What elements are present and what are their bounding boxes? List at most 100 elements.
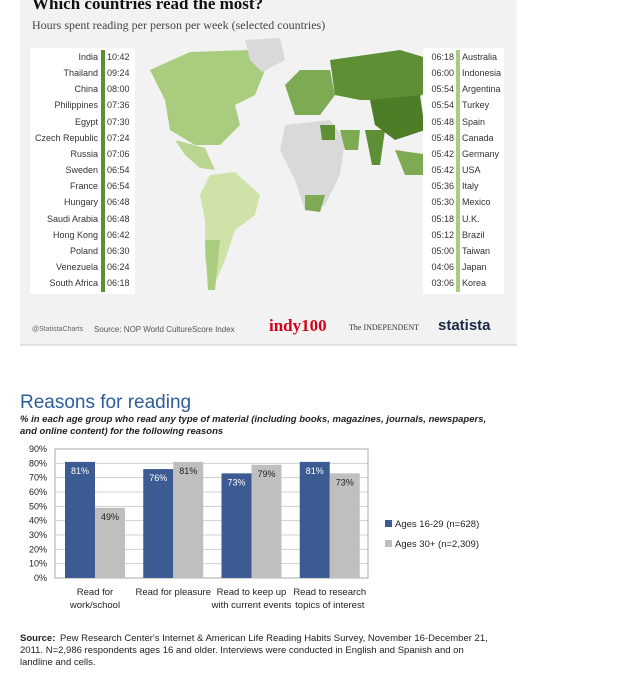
y-tick-label: 70% bbox=[29, 473, 47, 483]
left-bar bbox=[101, 50, 105, 292]
value-label: 49% bbox=[101, 512, 119, 522]
value-label: 81% bbox=[179, 466, 197, 476]
country-name: Mexico bbox=[462, 197, 491, 208]
country-name: Egypt bbox=[74, 116, 98, 127]
map-argentina bbox=[205, 240, 220, 290]
country-name: Thailand bbox=[63, 68, 98, 79]
map-china bbox=[370, 95, 425, 140]
bar bbox=[95, 507, 125, 578]
reading-time: 05:48 bbox=[431, 116, 454, 127]
legend-label: Ages 16-29 (n=628) bbox=[395, 519, 479, 530]
country-name: Hungary bbox=[63, 197, 98, 208]
y-tick-label: 30% bbox=[29, 530, 47, 540]
right-bar bbox=[456, 50, 460, 292]
reading-time: 07:24 bbox=[107, 132, 130, 143]
brand-indy: indy100 bbox=[269, 316, 327, 335]
reading-time: 05:42 bbox=[431, 148, 454, 159]
value-label: 81% bbox=[306, 466, 324, 476]
country-name: Turkey bbox=[462, 100, 490, 111]
country-name: Philippines bbox=[54, 100, 98, 111]
infographic-title: Which countries read the most? bbox=[32, 0, 264, 13]
map-europe bbox=[285, 70, 335, 115]
y-tick-label: 90% bbox=[29, 444, 47, 454]
value-label: 73% bbox=[336, 477, 354, 487]
value-label: 76% bbox=[149, 473, 167, 483]
country-name: Hong Kong bbox=[52, 229, 98, 240]
reading-time: 05:00 bbox=[431, 245, 454, 256]
x-tick-label: Read to keep up with current events bbox=[211, 587, 292, 611]
map-saudi bbox=[340, 130, 360, 150]
reading-time: 07:30 bbox=[107, 116, 130, 127]
country-name: USA bbox=[462, 165, 481, 176]
country-name: Argentina bbox=[462, 84, 501, 95]
reading-time: 07:36 bbox=[107, 100, 130, 111]
world-map bbox=[150, 38, 470, 290]
legend-swatch bbox=[385, 520, 392, 527]
reading-time: 04:06 bbox=[431, 261, 454, 272]
x-tick-label: Read for work/school bbox=[69, 587, 121, 611]
handle: @StatistaCharts bbox=[32, 326, 84, 333]
country-name: Korea bbox=[462, 278, 487, 289]
country-name: China bbox=[74, 84, 98, 95]
country-name: Italy bbox=[462, 181, 479, 192]
country-name: Australia bbox=[462, 52, 498, 62]
reading-time: 06:42 bbox=[107, 229, 130, 240]
reading-time: 05:54 bbox=[431, 84, 454, 95]
map-greenland bbox=[245, 38, 285, 72]
reading-time: 05:54 bbox=[431, 100, 454, 111]
country-name: Saudi Arabia bbox=[46, 213, 98, 224]
value-label: 73% bbox=[227, 477, 245, 487]
country-name: U.K. bbox=[462, 213, 480, 224]
country-name: France bbox=[69, 181, 98, 192]
bar bbox=[143, 469, 174, 578]
country-name: South Africa bbox=[49, 278, 98, 289]
reading-time: 06:48 bbox=[107, 213, 130, 224]
map-egypt bbox=[320, 125, 335, 140]
reading-time: 05:18 bbox=[431, 213, 454, 224]
reading-time: 05:48 bbox=[431, 132, 454, 143]
y-tick-label: 20% bbox=[29, 544, 47, 554]
infographic-subtitle: Hours spent reading per person per week … bbox=[32, 18, 326, 32]
legend-swatch bbox=[385, 540, 392, 547]
reading-time: 07:06 bbox=[107, 148, 130, 159]
map-usa bbox=[165, 100, 240, 145]
reading-time: 09:24 bbox=[107, 68, 130, 79]
map-canada bbox=[150, 50, 265, 115]
y-tick-label: 60% bbox=[29, 487, 47, 497]
value-label: 79% bbox=[257, 469, 275, 479]
chart-title: Reasons for reading bbox=[20, 392, 192, 413]
reading-time: 06:54 bbox=[107, 181, 130, 192]
chart-source: Pew Research Center's Internet & America… bbox=[20, 633, 488, 668]
brand-statista: statista bbox=[438, 317, 491, 334]
country-name: Canada bbox=[462, 132, 494, 143]
plot-border bbox=[54, 448, 369, 579]
country-name: Germany bbox=[462, 148, 500, 159]
reading-time: 06:48 bbox=[107, 197, 130, 208]
bar bbox=[251, 464, 282, 578]
map-russia bbox=[330, 50, 445, 100]
country-name: India bbox=[78, 52, 98, 62]
x-tick-label: Read for pleasure bbox=[135, 587, 212, 598]
source: Source: NOP World CultureScore Index bbox=[94, 325, 235, 334]
map-india bbox=[365, 130, 385, 165]
country-name: Brazil bbox=[462, 229, 485, 240]
country-name: Indonesia bbox=[462, 68, 502, 79]
reading-time: 08:00 bbox=[107, 84, 130, 95]
y-tick-label: 80% bbox=[29, 458, 47, 468]
right-list-panel bbox=[423, 48, 504, 294]
reading-time: 06:18 bbox=[107, 278, 130, 289]
brand-independent: The INDEPENDENT bbox=[349, 323, 419, 332]
reading-time: 06:24 bbox=[107, 261, 130, 272]
x-tick-label: Read to research topics of interest bbox=[293, 587, 367, 611]
bar bbox=[299, 461, 330, 578]
country-name: Sweden bbox=[65, 165, 98, 176]
y-tick-label: 0% bbox=[34, 573, 47, 583]
y-tick-label: 50% bbox=[29, 501, 47, 511]
map-africa bbox=[280, 120, 345, 210]
reading-time: 06:30 bbox=[107, 245, 130, 256]
chart-subtitle: % in each age group who read any type of… bbox=[20, 414, 487, 437]
reading-time: 05:30 bbox=[431, 197, 454, 208]
country-name: Taiwan bbox=[462, 245, 491, 256]
